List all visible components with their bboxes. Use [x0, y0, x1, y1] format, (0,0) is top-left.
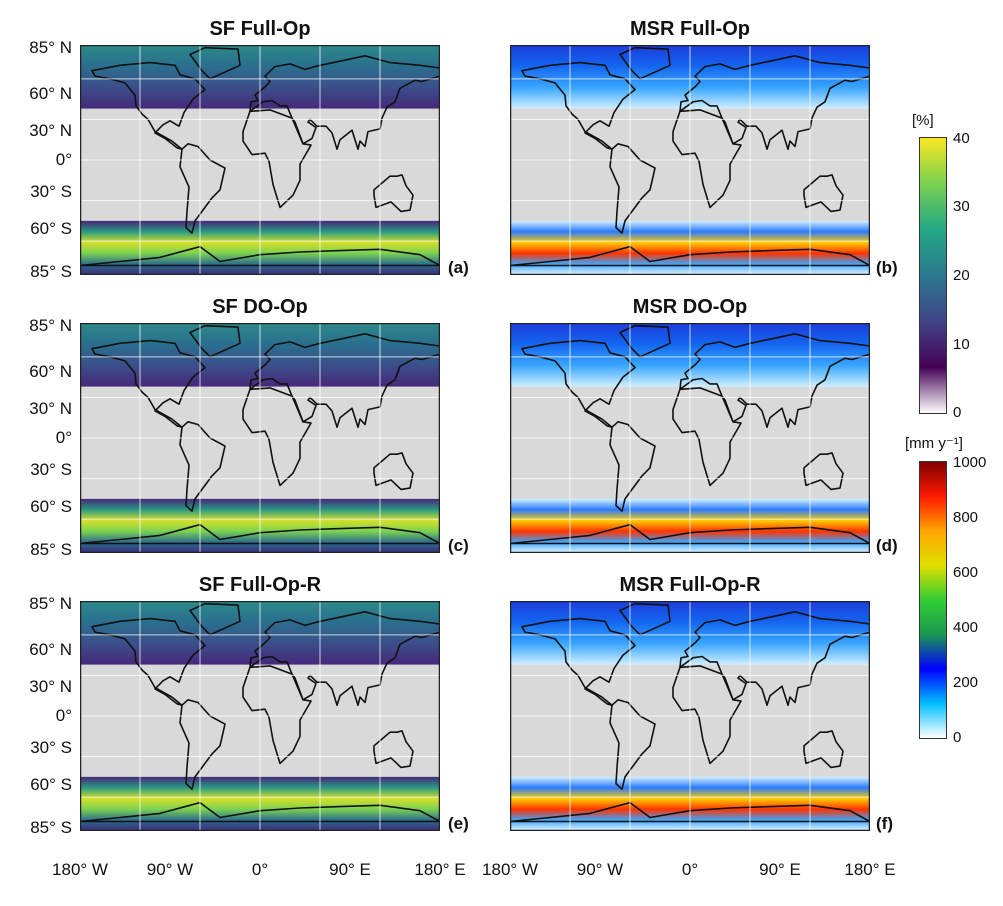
- lat-label: 30° N: [29, 399, 72, 418]
- panel-c-title: SF DO-Op: [212, 296, 308, 318]
- panel-e-letter: (e): [448, 814, 469, 833]
- map-panel-c: [80, 323, 440, 553]
- map-panel-d: [510, 323, 870, 553]
- colorbar-precip-tick: 800: [953, 509, 979, 526]
- lon-label: 90° W: [146, 860, 194, 879]
- map-panel-e: [80, 601, 440, 831]
- lon-label: 90° E: [759, 860, 801, 879]
- lat-label: 60° S: [30, 497, 72, 516]
- panel-b-letter: (b): [876, 258, 898, 277]
- lat-label: 85° N: [29, 316, 72, 335]
- colorbar-precip-tick: 0: [953, 729, 962, 746]
- panel-a-letter: (a): [448, 258, 469, 277]
- colorbar-percent-tick: 0: [953, 404, 962, 421]
- lat-label: 0°: [55, 428, 72, 447]
- panel-d-title: MSR DO-Op: [632, 296, 748, 318]
- colorbar-percent-tick: 40: [953, 130, 970, 147]
- lon-label: 90° E: [329, 860, 371, 879]
- panel-d-letter: (d): [876, 536, 898, 555]
- lat-label: 30° N: [29, 677, 72, 696]
- lat-label: 60° S: [30, 775, 72, 794]
- lat-label: 85° N: [29, 594, 72, 613]
- lat-label: 60° S: [30, 219, 72, 238]
- lat-label: 85° S: [30, 818, 72, 837]
- lat-label: 0°: [55, 706, 72, 725]
- lat-label: 85° S: [30, 262, 72, 281]
- lat-label: 85° S: [30, 540, 72, 559]
- lat-label: 30° S: [30, 460, 72, 479]
- colorbar-percent: [919, 137, 947, 414]
- panel-a-title: SF Full-Op: [209, 18, 311, 40]
- lat-label: 30° S: [30, 738, 72, 757]
- lat-label: 0°: [55, 150, 72, 169]
- lon-label: 180° W: [52, 860, 108, 879]
- colorbar-percent-tick: 30: [953, 198, 970, 215]
- colorbar-precip-tick: 200: [953, 674, 979, 691]
- colorbar-percent-tick: 10: [953, 336, 970, 353]
- panel-c-letter: (c): [448, 536, 469, 555]
- lat-label: 60° N: [29, 84, 72, 103]
- colorbar-precip: [919, 461, 947, 739]
- lon-label: 180° E: [844, 860, 896, 879]
- lat-label: 85° N: [29, 38, 72, 57]
- map-panel-b: [510, 45, 870, 275]
- colorbar-percent-unit: [%]: [912, 112, 934, 129]
- lon-label: 0°: [251, 860, 269, 879]
- map-panel-f: [510, 601, 870, 831]
- lat-label: 60° N: [29, 362, 72, 381]
- colorbar-precip-tick: 1000: [953, 454, 987, 471]
- map-panel-a: [80, 45, 440, 275]
- lat-label: 30° N: [29, 121, 72, 140]
- colorbar-percent-tick: 20: [953, 267, 970, 284]
- lon-label: 90° W: [576, 860, 624, 879]
- panel-b-title: MSR Full-Op: [630, 18, 750, 40]
- panel-e-title: SF Full-Op-R: [198, 574, 322, 596]
- colorbar-precip-tick: 600: [953, 564, 979, 581]
- panel-f-title: MSR Full-Op-R: [619, 574, 761, 596]
- lon-label: 0°: [681, 860, 699, 879]
- colorbar-precip-tick: 400: [953, 619, 979, 636]
- lat-label: 30° S: [30, 182, 72, 201]
- lat-label: 60° N: [29, 640, 72, 659]
- panel-f-letter: (f): [876, 814, 893, 833]
- colorbar-precip-unit: [mm y⁻¹]: [905, 435, 963, 452]
- lon-label: 180° E: [414, 860, 466, 879]
- lon-label: 180° W: [482, 860, 538, 879]
